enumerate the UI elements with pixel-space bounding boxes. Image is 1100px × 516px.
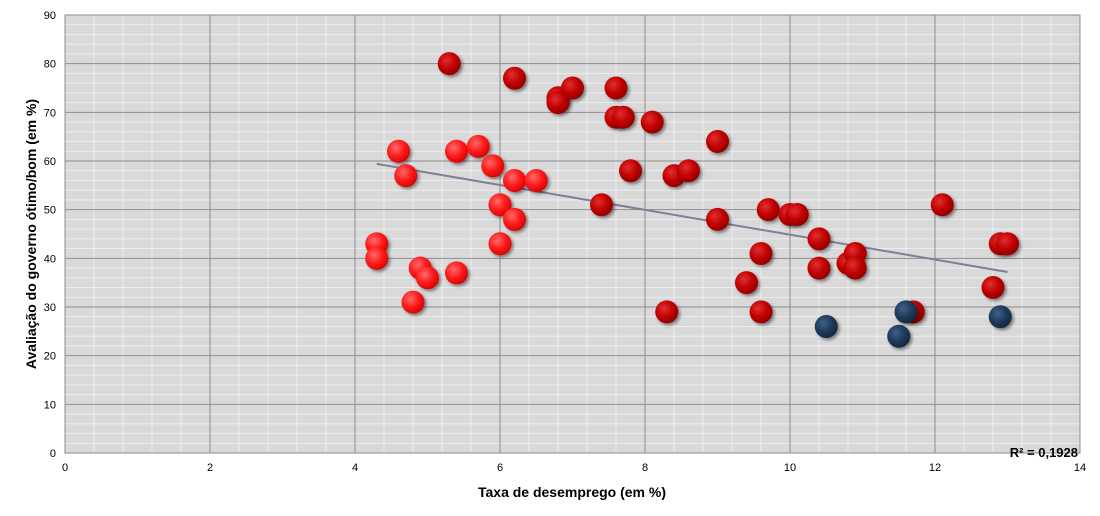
y-tick-label: 20 [44, 351, 56, 363]
y-tick-label: 30 [44, 302, 56, 314]
data-point-bright [401, 290, 425, 314]
y-axis-ticks: 0 10 20 30 40 50 60 70 80 90 [44, 10, 56, 460]
data-point-dark-red [640, 110, 664, 134]
x-tick-label: 12 [929, 462, 941, 474]
data-point-dark-red [785, 203, 809, 227]
y-tick-label: 80 [44, 59, 56, 71]
data-point-bright [481, 154, 505, 178]
r-squared-annotation: R² = 0,1928 [1010, 445, 1078, 460]
data-point-dark-red [604, 76, 628, 100]
data-point-bright [488, 232, 512, 256]
data-point-navy [814, 314, 838, 338]
data-point-dark-red [756, 198, 780, 222]
x-tick-label: 0 [62, 462, 68, 474]
data-point-bright [365, 246, 389, 270]
y-tick-label: 70 [44, 107, 56, 119]
data-point-dark-red [807, 256, 831, 280]
data-point-bright [503, 207, 526, 231]
data-point-dark-red [981, 276, 1005, 300]
data-point-bright [387, 139, 410, 163]
y-tick-label: 40 [44, 253, 56, 265]
data-point-bright [524, 168, 548, 192]
x-axis-title: Taxa de desemprego (em %) [478, 484, 666, 500]
data-point-bright [445, 261, 468, 285]
data-point-dark-red [546, 91, 570, 115]
data-point-dark-red [930, 193, 954, 217]
data-point-dark-red [735, 271, 758, 295]
data-point-dark-red [619, 159, 642, 183]
data-point-dark-red [677, 159, 700, 183]
y-tick-label: 90 [44, 10, 56, 22]
data-point-dark-red [611, 105, 635, 129]
data-point-bright [445, 139, 468, 163]
data-point-dark-red [655, 300, 679, 324]
x-tick-label: 4 [352, 462, 358, 474]
y-tick-label: 60 [44, 156, 56, 168]
data-point-navy [988, 305, 1012, 329]
y-tick-label: 0 [50, 448, 56, 460]
x-tick-label: 14 [1074, 462, 1086, 474]
data-point-dark-red [503, 66, 526, 90]
data-point-dark-red [807, 227, 831, 251]
data-point-dark-red [996, 232, 1019, 256]
x-axis-ticks: 0 2 4 6 8 10 12 14 [62, 462, 1086, 474]
data-point-dark-red [561, 76, 584, 100]
x-tick-label: 8 [642, 462, 648, 474]
data-point-navy [887, 324, 911, 348]
data-points [365, 52, 1019, 348]
data-point-bright [503, 168, 526, 192]
data-point-dark-red [437, 52, 461, 76]
x-tick-label: 10 [784, 462, 796, 474]
plot-border [64, 14, 1081, 454]
data-point-bright [394, 164, 418, 188]
data-point-dark-red [706, 207, 729, 231]
data-point-bright [488, 193, 512, 217]
data-point-dark-red [749, 300, 773, 324]
data-point-dark-red [590, 193, 613, 217]
y-tick-label: 50 [44, 205, 56, 217]
x-tick-label: 2 [207, 462, 213, 474]
data-point-dark-red [843, 256, 867, 280]
x-tick-label: 6 [497, 462, 503, 474]
data-point-dark-red [706, 130, 729, 154]
data-point-bright [466, 134, 490, 158]
y-axis-title: Avaliação do governo ótimo/bom (em %) [23, 99, 39, 369]
data-point-navy [894, 300, 918, 324]
data-point-dark-red [749, 241, 773, 265]
y-tick-label: 10 [44, 399, 56, 411]
trendline [376, 162, 1008, 273]
data-point-bright [416, 266, 439, 290]
